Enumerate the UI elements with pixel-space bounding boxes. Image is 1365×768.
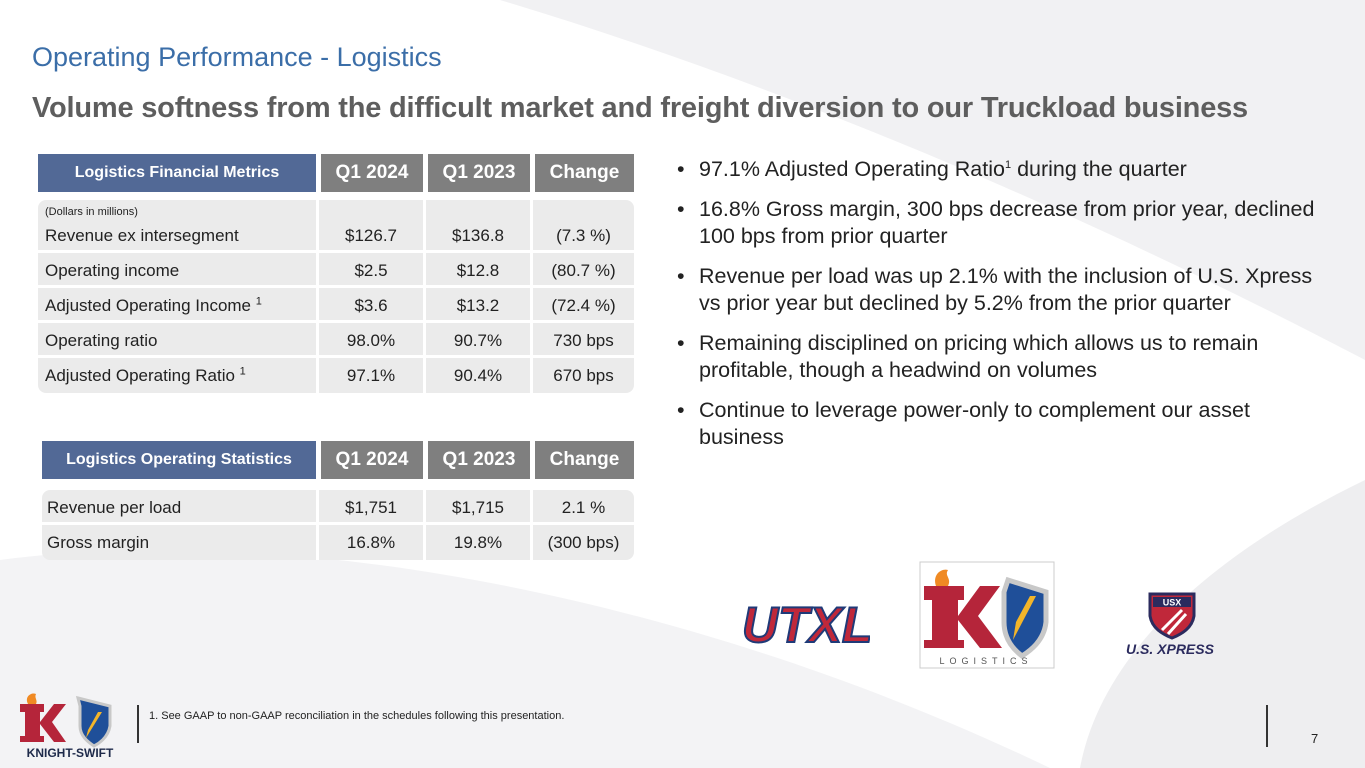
cell-change: (7.3 %) — [556, 226, 611, 245]
cell-q1-2024: 98.0% — [346, 331, 396, 350]
cell-q1-2024: $3.6 — [354, 296, 388, 315]
footer-divider-right — [1266, 705, 1268, 747]
bullet-item: Revenue per load was up 2.1% with the in… — [677, 263, 1327, 317]
row-label: Revenue ex intersegment — [45, 226, 239, 245]
table-body: (Dollars in millions) Revenue ex interse… — [38, 200, 634, 393]
column-header-change: Change — [535, 441, 634, 479]
row-label: Gross margin — [47, 533, 150, 552]
cell-change: (300 bps) — [547, 533, 620, 552]
cell-change: (80.7 %) — [551, 261, 616, 280]
cell-change: 730 bps — [553, 331, 614, 350]
bullet-item: Continue to leverage power-only to compl… — [677, 397, 1327, 451]
slide-subtitle: Volume softness from the difficult marke… — [32, 92, 1248, 124]
column-header-q1-2023: Q1 2023 — [428, 154, 530, 192]
cell-q1-2024: 97.1% — [346, 366, 396, 385]
bullet-item: Remaining disciplined on pricing which a… — [677, 330, 1327, 384]
table-row: Operating income $2.5 $12.8 (80.7 %) — [38, 253, 634, 288]
k-letter-icon — [924, 586, 1002, 648]
cell-q1-2023: 90.7% — [453, 331, 503, 350]
row-label: Operating ratio — [45, 331, 158, 350]
table-row: Revenue per load $1,751 $1,715 2.1 % — [42, 490, 634, 525]
footnote-marker: 1 — [239, 365, 246, 378]
financial-metrics-table: Logistics Financial Metrics Q1 2024 Q1 2… — [38, 154, 634, 393]
table-header: Logistics Operating Statistics Q1 2024 Q… — [42, 441, 634, 479]
table-row: Adjusted Operating Income 1 $3.6 $13.2 (… — [38, 288, 634, 323]
table-row: Adjusted Operating Ratio 1 97.1% 90.4% 6… — [38, 358, 634, 393]
table-row: Gross margin 16.8% 19.8% (300 bps) — [42, 525, 634, 560]
column-header-q1-2023: Q1 2023 — [428, 441, 530, 479]
table-title: Logistics Operating Statistics — [42, 441, 316, 479]
cell-q1-2024: $126.7 — [345, 226, 397, 245]
k-logistics-logo: LOGISTICS — [918, 560, 1058, 677]
knight-swift-logo: KNIGHT-SWIFT — [14, 690, 129, 767]
flame-icon — [935, 569, 950, 586]
footnote-marker: 1 — [255, 295, 262, 308]
row-label: Adjusted Operating Ratio 1 — [45, 365, 246, 385]
bullet-item: 16.8% Gross margin, 300 bps decrease fro… — [677, 196, 1327, 250]
row-label: Operating income — [45, 261, 180, 280]
operating-statistics-table: Logistics Operating Statistics Q1 2024 Q… — [42, 441, 634, 560]
utxl-logo: UTXL — [740, 590, 874, 665]
cell-q1-2023: $13.2 — [456, 296, 500, 315]
footer-divider-left — [137, 705, 139, 743]
column-header-q1-2024: Q1 2024 — [321, 154, 423, 192]
cell-q1-2023: 19.8% — [453, 533, 503, 552]
row-label: Revenue per load — [47, 498, 182, 517]
cell-change: (72.4 %) — [551, 296, 616, 315]
cell-change: 670 bps — [553, 366, 614, 385]
row-label: Adjusted Operating Income 1 — [45, 295, 262, 315]
cell-q1-2024: 16.8% — [346, 533, 396, 552]
table-body: Revenue per load $1,751 $1,715 2.1 % Gro… — [42, 490, 634, 560]
table-header: Logistics Financial Metrics Q1 2024 Q1 2… — [38, 154, 634, 192]
column-header-q1-2024: Q1 2024 — [321, 441, 423, 479]
knight-swift-text: KNIGHT-SWIFT — [27, 746, 114, 760]
slide-title: Operating Performance - Logistics — [32, 42, 442, 72]
cell-q1-2023: $136.8 — [452, 226, 504, 245]
table-row: (Dollars in millions) Revenue ex interse… — [38, 200, 634, 253]
utxl-logo-text: UTXL — [742, 597, 870, 653]
footnote: 1. See GAAP to non-GAAP reconciliation i… — [149, 710, 565, 722]
table-title: Logistics Financial Metrics — [38, 154, 316, 192]
usx-badge-text: USX — [1163, 598, 1182, 608]
cell-q1-2024: $2.5 — [354, 261, 388, 280]
footnote-marker: 1 — [1004, 158, 1012, 171]
cell-q1-2023: 90.4% — [453, 366, 503, 385]
units-note: (Dollars in millions) — [45, 206, 138, 218]
us-xpress-text: U.S. XPRESS — [1126, 641, 1215, 657]
cell-q1-2024: $1,751 — [345, 498, 397, 517]
cell-change: 2.1 % — [561, 498, 606, 517]
cell-q1-2023: $1,715 — [452, 498, 504, 517]
column-header-change: Change — [535, 154, 634, 192]
page-number: 7 — [1311, 731, 1319, 746]
bullet-item: 97.1% Adjusted Operating Ratio1 during t… — [677, 156, 1327, 183]
cell-q1-2023: $12.8 — [456, 261, 500, 280]
us-xpress-logo: USX U.S. XPRESS — [1112, 590, 1232, 665]
flame-icon — [26, 693, 37, 704]
k-letter-icon — [20, 704, 66, 742]
k-logistics-caption: LOGISTICS — [939, 656, 1032, 666]
bullet-list: 97.1% Adjusted Operating Ratio1 during t… — [677, 156, 1327, 464]
table-row: Operating ratio 98.0% 90.7% 730 bps — [38, 323, 634, 358]
